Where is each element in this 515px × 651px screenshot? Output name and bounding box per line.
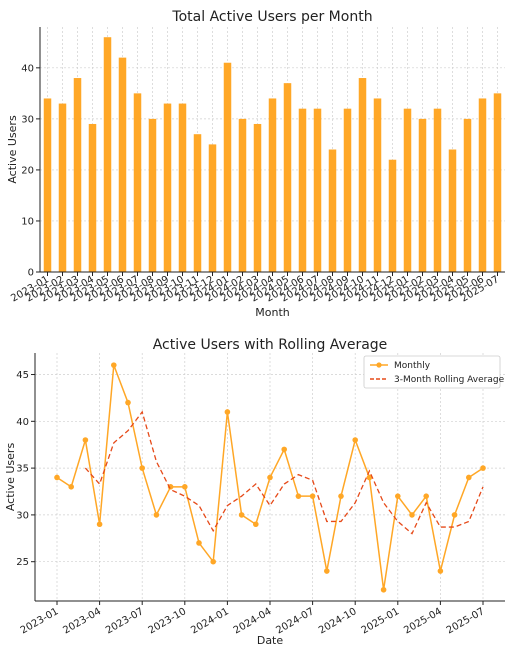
bar-2023-08 [148, 118, 157, 272]
bar-2025-04 [448, 149, 457, 272]
bar-2025-01 [403, 108, 412, 273]
bar-2024-09 [343, 108, 352, 273]
bar-chart-ytick-label: 30 [21, 114, 34, 125]
bar-2023-11 [193, 134, 202, 272]
data-point [480, 465, 486, 471]
line-chart-xtick-label: 2023-07 [104, 606, 146, 636]
data-point [451, 512, 458, 518]
bar-2024-04 [268, 98, 277, 272]
data-point [409, 512, 415, 518]
line-chart-xtick-label: 2025-04 [402, 606, 444, 636]
line-chart-xtick-label: 2023-04 [61, 606, 103, 636]
legend-label: Monthly [394, 361, 431, 371]
bar-2024-10 [358, 78, 367, 273]
line-chart-title: Active Users with Rolling Average [153, 337, 388, 353]
data-point [395, 493, 401, 499]
bar-2023-02 [58, 103, 67, 272]
data-point [281, 446, 288, 453]
bar-2025-07 [493, 93, 502, 273]
data-point [111, 362, 117, 368]
line-chart-xtick-label: 2025-01 [360, 606, 402, 636]
bar-2024-11 [373, 98, 382, 272]
bar-2023-10 [178, 103, 187, 272]
data-point [437, 568, 444, 574]
legend-label: 3-Month Rolling Average [394, 375, 505, 385]
data-point [82, 437, 89, 443]
data-point [352, 437, 359, 443]
bar-2024-07 [313, 108, 322, 273]
line-chart-xtick-label: 2025-07 [445, 606, 487, 636]
bar-2024-08 [328, 149, 337, 272]
bar-2023-04 [88, 123, 97, 273]
data-point [68, 484, 74, 490]
line-chart-xtick-label: 2024-04 [232, 606, 274, 636]
bar-2025-02 [418, 118, 427, 272]
bar-chart-ytick-label: 20 [21, 165, 34, 176]
data-point [238, 512, 245, 518]
bar-chart-ytick-label: 10 [21, 216, 34, 227]
line-chart-xtick-label: 2024-10 [317, 606, 359, 636]
legend-marker [376, 362, 382, 368]
bar-2023-12 [208, 144, 217, 272]
bar-2024-02 [238, 118, 247, 272]
line-chart-ytick-label: 40 [16, 417, 29, 428]
line-chart-xtick-label: 2023-10 [147, 606, 189, 636]
data-point [267, 474, 273, 481]
line-chart-ytick-label: 30 [16, 510, 29, 521]
bar-chart-title: Total Active Users per Month [171, 9, 372, 25]
data-point [139, 465, 145, 471]
bar-2023-07 [133, 93, 142, 273]
data-point [224, 409, 231, 415]
data-point [210, 558, 216, 565]
bar-2023-09 [163, 103, 172, 272]
line-chart-ytick-label: 25 [16, 557, 29, 568]
bar-2023-06 [118, 57, 127, 272]
line-chart-ytick-label: 35 [16, 464, 29, 475]
bar-2025-06 [478, 98, 487, 272]
data-point [324, 568, 330, 574]
data-point [182, 484, 188, 490]
data-point [295, 493, 302, 499]
data-point [466, 474, 472, 481]
data-point [309, 493, 316, 499]
data-point [125, 399, 131, 406]
line-chart-ylabel: Active Users [4, 443, 17, 512]
line-chart-xtick-label: 2023-01 [19, 606, 61, 636]
bar-chart-ytick-label: 0 [28, 268, 34, 279]
bar-2025-05 [463, 118, 472, 272]
data-point [380, 586, 387, 593]
bar-2024-03 [253, 123, 262, 273]
bar-chart-ytick-label: 40 [21, 63, 34, 74]
line-chart-xtick-label: 2024-01 [189, 606, 231, 636]
bar-2023-05 [103, 37, 112, 273]
bar-2025-03 [433, 108, 442, 273]
bar-chart: Total Active Users per Month010203040202… [6, 9, 505, 319]
data-point [96, 521, 103, 528]
bar-2024-05 [283, 83, 292, 272]
data-point [196, 540, 202, 546]
line-chart-xlabel: Date [257, 634, 284, 647]
line-chart: Active Users with Rolling Average 25 30 35 4… [4, 337, 505, 647]
legend: Monthly 3-Month Rolling Average [363, 355, 505, 389]
bar-chart-xlabel: Month [255, 306, 290, 319]
data-point [338, 493, 344, 499]
bar-2023-03 [73, 78, 82, 273]
legend-box [363, 355, 501, 389]
bar-chart-ylabel: Active Users [6, 115, 19, 184]
data-point [54, 474, 60, 481]
line-chart-ytick-label: 45 [16, 370, 29, 381]
series-line-rolling-average [84, 410, 484, 535]
bar-2024-12 [388, 159, 397, 272]
data-point [423, 493, 430, 499]
data-point [253, 521, 259, 528]
bar-2024-01 [223, 62, 232, 272]
data-point [153, 512, 160, 518]
data-point [366, 474, 373, 481]
line-chart-xtick-label: 2024-07 [274, 606, 316, 636]
bar-2024-06 [298, 108, 307, 273]
bar-2023-01 [43, 98, 52, 272]
